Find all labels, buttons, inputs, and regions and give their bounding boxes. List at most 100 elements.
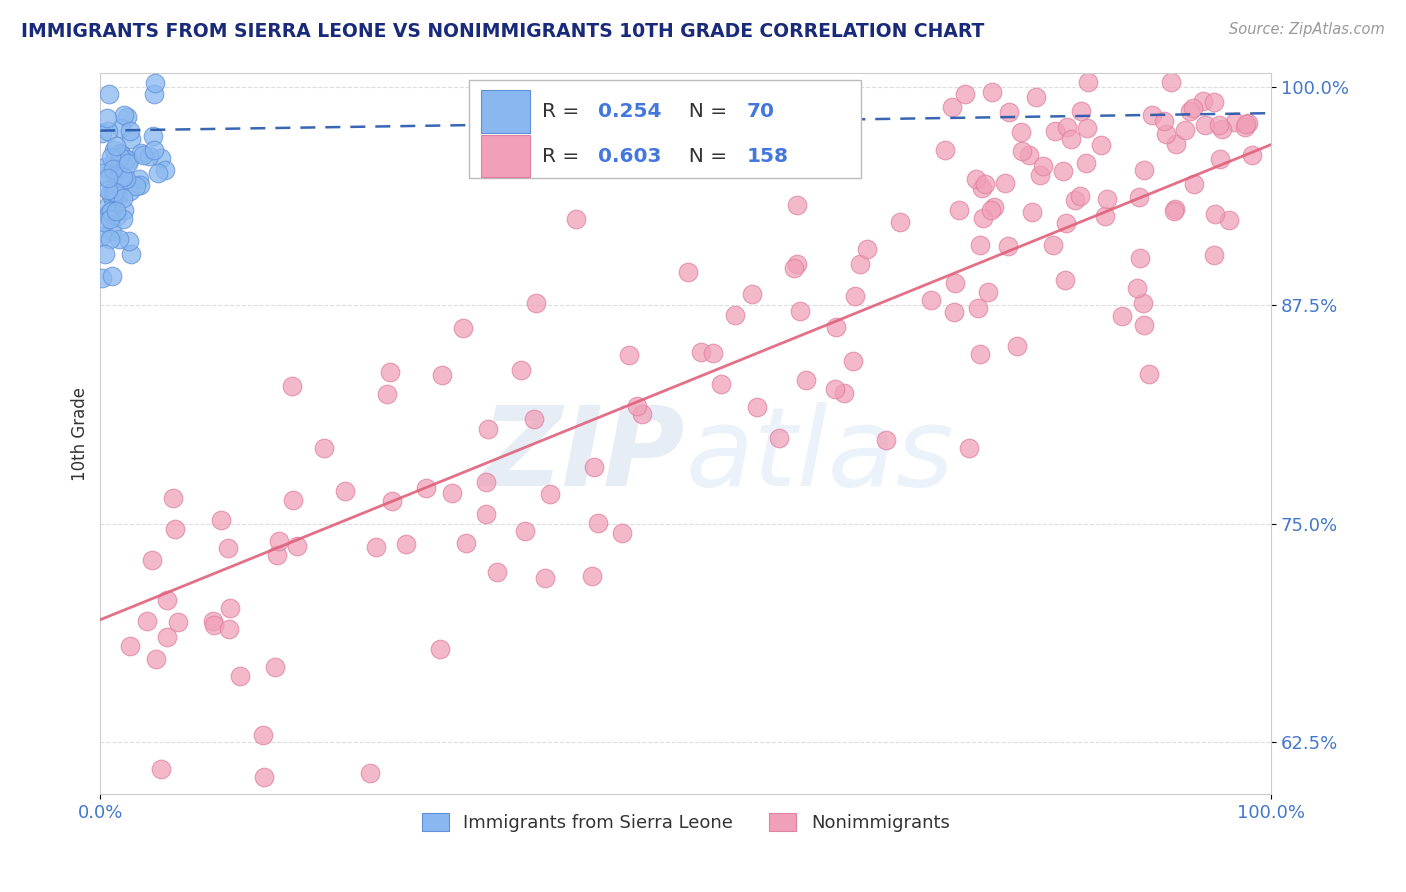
Point bbox=[132, 148, 155, 162]
Point bbox=[91, 166, 114, 180]
Point bbox=[953, 87, 976, 102]
Point bbox=[747, 400, 769, 414]
Point bbox=[934, 143, 956, 157]
Point bbox=[1140, 108, 1163, 122]
Point bbox=[165, 522, 187, 536]
Point bbox=[741, 287, 763, 301]
Point bbox=[96, 111, 118, 125]
Point bbox=[269, 533, 291, 548]
Point bbox=[848, 257, 870, 271]
Point bbox=[201, 615, 224, 629]
Text: Source: ZipAtlas.com: Source: ZipAtlas.com bbox=[1229, 22, 1385, 37]
Point bbox=[118, 124, 141, 138]
Point bbox=[103, 169, 125, 183]
Point bbox=[97, 199, 120, 213]
Point bbox=[475, 475, 498, 489]
Point bbox=[1125, 280, 1147, 294]
Point bbox=[1097, 192, 1119, 206]
Point bbox=[824, 383, 846, 397]
Point bbox=[965, 172, 987, 186]
Point bbox=[381, 493, 404, 508]
Point bbox=[1181, 101, 1204, 115]
Point bbox=[430, 368, 453, 383]
Point bbox=[229, 669, 252, 683]
Point bbox=[676, 265, 699, 279]
Point bbox=[1056, 120, 1078, 135]
Point bbox=[252, 728, 274, 742]
Point bbox=[142, 144, 165, 158]
Point bbox=[631, 407, 654, 421]
Point bbox=[142, 87, 165, 102]
Point bbox=[156, 630, 179, 644]
Point bbox=[217, 541, 239, 555]
Point bbox=[1060, 131, 1083, 145]
Point bbox=[1076, 121, 1098, 136]
Text: N =: N = bbox=[676, 102, 734, 120]
Point bbox=[1011, 144, 1033, 158]
Point bbox=[101, 192, 124, 206]
Point bbox=[565, 212, 588, 227]
Point bbox=[364, 541, 387, 555]
Point bbox=[115, 172, 138, 186]
Point bbox=[702, 346, 724, 360]
Point bbox=[105, 210, 128, 224]
Point bbox=[100, 269, 122, 284]
Point bbox=[875, 433, 897, 447]
Point bbox=[617, 348, 640, 362]
Point bbox=[1204, 207, 1226, 221]
FancyBboxPatch shape bbox=[481, 135, 530, 178]
Point bbox=[103, 185, 125, 199]
Point bbox=[107, 162, 129, 177]
Point bbox=[120, 247, 142, 261]
Point bbox=[253, 770, 276, 784]
Point bbox=[1129, 251, 1152, 265]
Point bbox=[287, 539, 309, 553]
Point bbox=[583, 460, 606, 475]
Point bbox=[451, 321, 474, 335]
Point bbox=[1236, 117, 1258, 131]
Point bbox=[942, 304, 965, 318]
Point bbox=[973, 177, 995, 191]
Point bbox=[786, 198, 808, 212]
Point bbox=[768, 431, 790, 445]
Point bbox=[142, 129, 165, 144]
Point bbox=[115, 110, 138, 124]
Point bbox=[485, 565, 508, 579]
Point bbox=[1025, 90, 1047, 104]
Point bbox=[1237, 116, 1260, 130]
Point bbox=[841, 353, 863, 368]
Point bbox=[1202, 247, 1225, 261]
Point bbox=[972, 181, 994, 195]
Point bbox=[218, 622, 240, 636]
Point bbox=[111, 191, 134, 205]
Point bbox=[1208, 119, 1230, 133]
Text: R =: R = bbox=[541, 146, 585, 166]
Point bbox=[104, 152, 127, 166]
Point bbox=[1132, 295, 1154, 310]
Point bbox=[94, 247, 117, 261]
Point bbox=[832, 385, 855, 400]
Point bbox=[90, 126, 112, 140]
Point bbox=[581, 569, 603, 583]
Point bbox=[100, 204, 122, 219]
Point bbox=[943, 277, 966, 291]
Point bbox=[1163, 203, 1185, 218]
Point bbox=[145, 652, 167, 666]
Point bbox=[93, 214, 115, 228]
Point bbox=[1094, 209, 1116, 223]
Point bbox=[948, 203, 970, 218]
Point bbox=[474, 507, 496, 521]
Point bbox=[1070, 103, 1092, 118]
Point bbox=[90, 271, 112, 285]
Point bbox=[969, 347, 991, 361]
Point bbox=[941, 100, 963, 114]
Point bbox=[1010, 125, 1032, 139]
Point bbox=[93, 161, 115, 175]
Point bbox=[1063, 194, 1085, 208]
Text: IMMIGRANTS FROM SIERRA LEONE VS NONIMMIGRANTS 10TH GRADE CORRELATION CHART: IMMIGRANTS FROM SIERRA LEONE VS NONIMMIG… bbox=[21, 22, 984, 41]
Point bbox=[149, 762, 172, 776]
Point bbox=[724, 308, 747, 322]
Point bbox=[141, 553, 163, 567]
Point bbox=[100, 150, 122, 164]
Point bbox=[998, 105, 1021, 120]
